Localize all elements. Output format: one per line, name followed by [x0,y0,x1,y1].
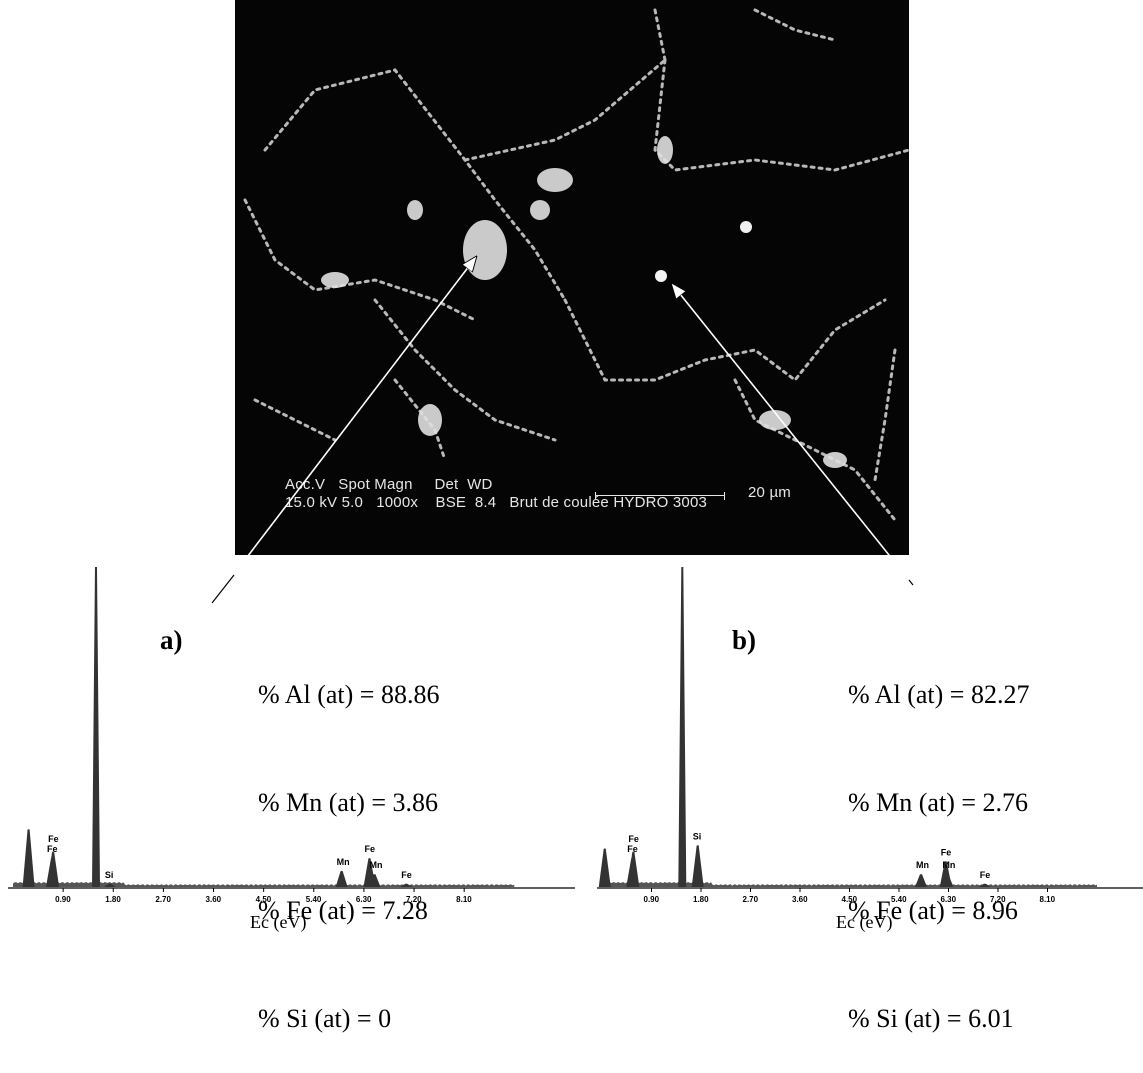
x-tick-label: 7.20 [990,895,1006,904]
x-tick-label: 0.90 [644,895,660,904]
peak-label: Mn [942,860,955,870]
spectrum-peak [598,848,611,887]
panel-a-al: % Al (at) = 88.86 [258,680,440,709]
peak-label: Fe [364,844,375,854]
peak-label: Fe [628,834,639,844]
spectrum-peak [91,567,100,887]
peak-label: Si [693,831,702,841]
sem-info-line2: 15.0 kV 5.0 1000x BSE 8.4 Brut de coulée… [285,494,708,511]
panel-b-mn: % Mn (at) = 2.76 [848,788,1029,817]
spectrum-peak [915,874,927,887]
x-tick-label: 8.10 [1040,895,1056,904]
spectrum-peak [103,883,116,887]
panel-a-mn: % Mn (at) = 3.86 [258,788,439,817]
panel-b-composition: % Al (at) = 82.27 % Mn (at) = 2.76 % Fe … [848,605,1029,1073]
x-tick-label: 6.30 [941,895,957,904]
x-tick-label: 8.10 [456,895,472,904]
peak-label: Fe [627,844,638,854]
scale-bar [595,492,725,500]
panel-a-letter: a) [160,625,183,655]
x-tick-label: 0.90 [55,895,71,904]
spectrum-peak [400,883,413,887]
x-axis-title-a: Ec (eV) [250,912,307,932]
panel-b-fe: % Fe (at) = 8.96 [848,896,1018,925]
spectrum-background [13,882,515,887]
x-tick-label: 4.50 [842,895,858,904]
peak-label: Mn [337,857,350,867]
spectrum-peak [22,829,35,887]
spectrum-peak [368,874,381,887]
panel-b-si: % Si (at) = 6.01 [848,1004,1014,1033]
arrow-b [672,284,914,586]
x-tick-label: 4.50 [256,895,272,904]
scale-bar-label: 20 µm [748,484,791,501]
x-tick-label: 2.70 [155,895,171,904]
spectrum-peak [691,845,704,887]
x-tick-label: 7.20 [406,895,422,904]
peak-label: Fe [401,870,412,880]
x-tick-label: 3.60 [206,895,222,904]
x-tick-label: 2.70 [743,895,759,904]
panel-b-al: % Al (at) = 82.27 [848,680,1030,709]
pointer-arrows [211,0,914,604]
peak-label: Fe [47,844,58,854]
panel-a-fe: % Fe (at) = 7.28 [258,896,428,925]
peak-label: Fe [48,834,59,844]
panel-a-si: % Si (at) = 0 [258,1004,392,1033]
peak-label: Mn [916,860,929,870]
sem-info-line1: Acc.V Spot Magn Det WD [285,476,493,493]
x-tick-label: 6.30 [356,895,372,904]
spectrum-peak [627,851,640,887]
peak-label: Si [105,870,114,880]
x-tick-label: 5.40 [306,895,322,904]
spectrum-peak [941,874,954,887]
peak-label: Fe [941,847,952,857]
peak-label: Mn [369,860,382,870]
spectrum-background [602,882,1097,887]
panel-b-letter: b) [732,625,757,655]
sem-micrograph: Acc.V Spot Magn Det WD 15.0 kV 5.0 1000x… [235,0,909,555]
micrograph-texture [243,8,909,522]
x-tick-label: 1.80 [693,895,709,904]
x-tick-label: 5.40 [891,895,907,904]
spectrum-peak [47,851,60,887]
x-axis-title-b: Ec (eV) [836,912,893,932]
spectrum-peak [335,871,348,887]
arrow-a [211,257,476,604]
x-tick-label: 3.60 [792,895,808,904]
spectrum-peak [678,567,687,887]
peak-label: Fe [980,870,991,880]
x-tick-label: 1.80 [105,895,121,904]
spectrum-peak [978,883,991,887]
